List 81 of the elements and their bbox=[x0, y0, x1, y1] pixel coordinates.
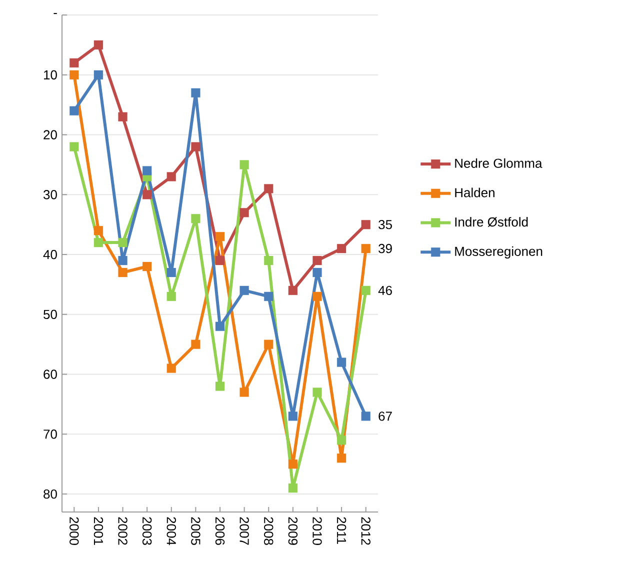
point bbox=[142, 166, 152, 176]
legend-label: Halden bbox=[455, 188, 494, 198]
point bbox=[361, 412, 370, 421]
legend-label: Indre Østfold bbox=[455, 217, 528, 227]
point bbox=[288, 412, 298, 421]
y-tick-label: 40 bbox=[43, 250, 57, 260]
point bbox=[264, 292, 274, 301]
point bbox=[118, 112, 128, 122]
point bbox=[361, 286, 370, 296]
point bbox=[118, 256, 128, 266]
point bbox=[215, 256, 225, 266]
point bbox=[336, 454, 346, 463]
point bbox=[94, 226, 104, 236]
point bbox=[166, 268, 176, 278]
x-tick-label: 2010 bbox=[312, 517, 322, 545]
x-tick-label: 2005 bbox=[191, 517, 200, 545]
point bbox=[70, 58, 79, 68]
point bbox=[264, 340, 274, 349]
point bbox=[240, 388, 249, 397]
point bbox=[264, 256, 274, 266]
point bbox=[312, 268, 322, 278]
x-tick-label: 2001 bbox=[94, 517, 104, 545]
point bbox=[166, 364, 176, 373]
x-tick-label: 2003 bbox=[142, 517, 152, 545]
point bbox=[288, 460, 298, 469]
point bbox=[336, 244, 346, 254]
point bbox=[166, 172, 176, 182]
point bbox=[215, 232, 225, 242]
y-tick-label: 70 bbox=[44, 430, 57, 439]
legend-label: Mosseregionen bbox=[455, 246, 542, 259]
x-tick-label: 2006 bbox=[215, 517, 225, 545]
x-tick-label: 2008 bbox=[264, 517, 274, 545]
point bbox=[336, 358, 346, 367]
point bbox=[312, 256, 322, 266]
y-tick-label: 30 bbox=[44, 190, 57, 200]
point bbox=[361, 220, 370, 230]
data-label: 67 bbox=[378, 412, 392, 421]
point bbox=[264, 184, 274, 194]
y-tick-label: 60 bbox=[44, 370, 57, 379]
point bbox=[142, 262, 152, 272]
y-tick-label: - bbox=[54, 13, 57, 14]
y-tick-label: 10 bbox=[44, 70, 57, 80]
legend-label: Nedre Glomma bbox=[455, 158, 542, 168]
point bbox=[70, 142, 79, 152]
y-tick-label: 80 bbox=[44, 489, 57, 499]
point bbox=[191, 340, 200, 349]
point bbox=[118, 268, 128, 278]
x-tick-label: 2007 bbox=[240, 517, 249, 545]
point bbox=[240, 286, 249, 296]
point bbox=[288, 483, 298, 493]
point bbox=[288, 286, 298, 296]
point bbox=[94, 70, 104, 80]
data-label: 46 bbox=[378, 286, 392, 296]
x-tick-label: 2002 bbox=[118, 517, 128, 545]
point bbox=[312, 388, 322, 397]
point bbox=[312, 292, 322, 301]
x-tick-label: 2009 bbox=[288, 517, 298, 545]
point bbox=[94, 238, 104, 248]
point bbox=[240, 208, 249, 218]
data-label: 35 bbox=[378, 220, 392, 230]
point bbox=[94, 40, 104, 50]
x-tick-label: 2011 bbox=[336, 517, 346, 544]
data-label: 39 bbox=[378, 244, 392, 254]
point bbox=[336, 436, 346, 445]
point bbox=[240, 160, 249, 170]
point bbox=[142, 190, 152, 200]
point bbox=[70, 106, 79, 116]
point bbox=[191, 142, 200, 152]
point bbox=[361, 244, 370, 254]
point bbox=[215, 382, 225, 391]
x-tick-label: 2004 bbox=[166, 517, 176, 546]
point bbox=[70, 70, 79, 80]
point bbox=[166, 292, 176, 301]
x-tick-label: 2012 bbox=[361, 517, 370, 545]
point bbox=[191, 88, 200, 98]
point bbox=[215, 322, 225, 331]
point bbox=[118, 238, 128, 248]
x-tick-label: 2000 bbox=[70, 517, 79, 545]
point bbox=[191, 214, 200, 224]
y-tick-label: 20 bbox=[44, 130, 57, 140]
y-tick-label: 50 bbox=[44, 310, 57, 320]
